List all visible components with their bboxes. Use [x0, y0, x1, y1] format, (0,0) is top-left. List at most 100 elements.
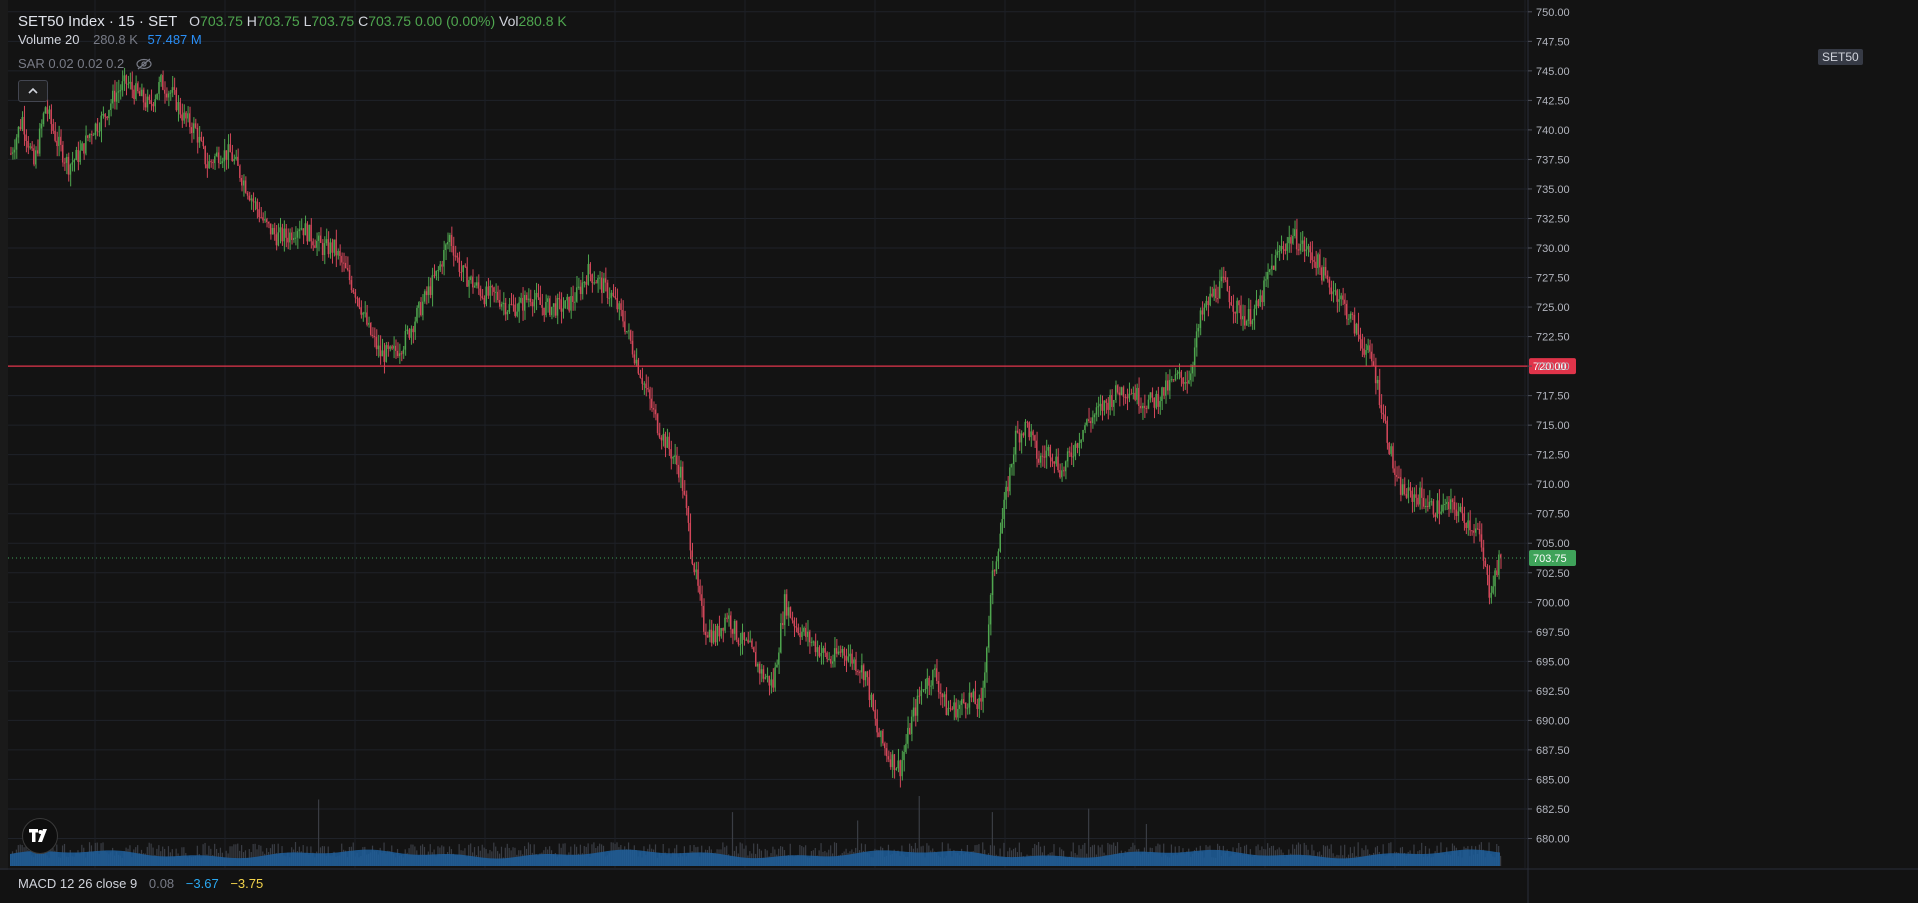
- change-value: 0.00 (0.00%): [414, 13, 496, 29]
- candle-body: [1011, 464, 1013, 468]
- candle-body: [818, 647, 820, 657]
- candle-body: [1305, 249, 1307, 252]
- candle-body: [135, 83, 137, 100]
- candle-body: [1097, 406, 1100, 408]
- tick-label: 697.50: [1536, 627, 1570, 639]
- candle-body: [483, 297, 485, 305]
- macd-pane-background: [0, 870, 1918, 903]
- volume-bar: [1093, 844, 1096, 866]
- candle-body: [1134, 392, 1136, 400]
- candle-body: [1222, 276, 1225, 278]
- candle-body: [125, 75, 127, 84]
- candle-body: [533, 299, 536, 307]
- candle-body: [335, 239, 337, 256]
- candle-body: [504, 302, 507, 315]
- candle-body: [460, 271, 462, 273]
- volume-bar: [1088, 808, 1090, 866]
- candle-body: [1059, 470, 1061, 478]
- candle-body: [348, 270, 351, 281]
- candle-body: [1101, 403, 1103, 411]
- candle-body: [439, 264, 441, 271]
- candle-body: [539, 297, 541, 305]
- candle-body: [421, 301, 424, 316]
- macd-indicator-name: MACD 12 26 close 9: [18, 876, 138, 891]
- candle-body: [1063, 470, 1065, 472]
- candle-body: [745, 639, 747, 641]
- volume-bar: [241, 845, 243, 866]
- candle-body: [60, 136, 62, 145]
- candle-body: [1028, 422, 1030, 438]
- candle-body: [778, 652, 780, 665]
- volume-bar: [477, 846, 479, 866]
- candle-body: [801, 631, 803, 638]
- volume-bar: [248, 849, 250, 866]
- macd-indicator-legend[interactable]: MACD 12 26 close 9 0.08 −3.67 −3.75: [18, 876, 263, 891]
- candle-body: [502, 302, 505, 304]
- candle-body: [308, 224, 310, 242]
- candle-body: [1182, 377, 1184, 384]
- candle-body: [214, 156, 216, 164]
- candle-body: [608, 297, 611, 299]
- candle-body: [635, 359, 638, 364]
- candle-body: [113, 90, 116, 102]
- candle-body: [283, 228, 285, 242]
- candle-body: [614, 296, 616, 298]
- volume-bar: [1257, 844, 1259, 866]
- candle-body: [872, 694, 874, 710]
- last-price-line: 703.75: [8, 550, 1576, 566]
- volume-bar: [1303, 842, 1305, 866]
- candle-body: [1438, 500, 1440, 514]
- volume-bar: [772, 846, 774, 866]
- candle-body: [704, 631, 707, 636]
- volume-bar: [1034, 843, 1036, 866]
- candle-body: [181, 114, 183, 121]
- candle-body: [435, 270, 437, 277]
- candle-body: [250, 198, 253, 201]
- candle-body: [1492, 586, 1494, 593]
- candle-body: [677, 464, 680, 478]
- volume-bar: [1107, 842, 1109, 866]
- candle-body: [622, 309, 624, 322]
- candle-body: [1311, 252, 1313, 261]
- tick-label: 727.50: [1536, 273, 1570, 285]
- candle-body: [1336, 290, 1338, 302]
- candle-body: [552, 303, 555, 307]
- candle-body: [1103, 400, 1105, 411]
- tradingview-logo-icon[interactable]: [22, 818, 58, 854]
- candle-body: [65, 156, 68, 163]
- candle-body: [1342, 295, 1344, 300]
- volume-indicator-legend[interactable]: Volume 20 280.8 K 57.487 M: [18, 32, 202, 47]
- candle-body: [676, 455, 678, 465]
- tick-label: 715.00: [1536, 420, 1570, 432]
- collapse-legend-button[interactable]: [18, 80, 48, 102]
- candle-body: [1168, 380, 1171, 391]
- candle-body: [1276, 251, 1279, 256]
- candle-body: [1211, 293, 1213, 297]
- candle-body: [1166, 380, 1169, 391]
- candle-body: [681, 466, 684, 491]
- sar-indicator-legend[interactable]: SAR 0.02 0.02 0.2: [18, 56, 152, 73]
- candle-body: [1099, 403, 1101, 407]
- symbol-title[interactable]: SET50 Index · 15 · SET: [18, 13, 178, 30]
- candle-body: [1014, 430, 1017, 455]
- candle-body: [212, 162, 214, 164]
- candle-body: [1369, 345, 1371, 352]
- candle-body: [1474, 528, 1477, 533]
- volume-bar: [1267, 843, 1269, 866]
- eye-hidden-icon[interactable]: [136, 58, 152, 73]
- candle-body: [1440, 511, 1442, 514]
- volume-bar: [1080, 848, 1082, 866]
- candle-body: [148, 96, 151, 101]
- candle-body: [395, 345, 397, 351]
- candle-body: [398, 353, 401, 357]
- candle-body: [864, 671, 867, 681]
- volume-bar: [833, 842, 836, 866]
- candle-body: [951, 708, 953, 710]
- candle-body: [117, 91, 120, 93]
- candle-body: [651, 398, 653, 409]
- candle-body: [414, 321, 416, 333]
- candle-body: [1334, 290, 1336, 292]
- volume-bar: [527, 842, 530, 866]
